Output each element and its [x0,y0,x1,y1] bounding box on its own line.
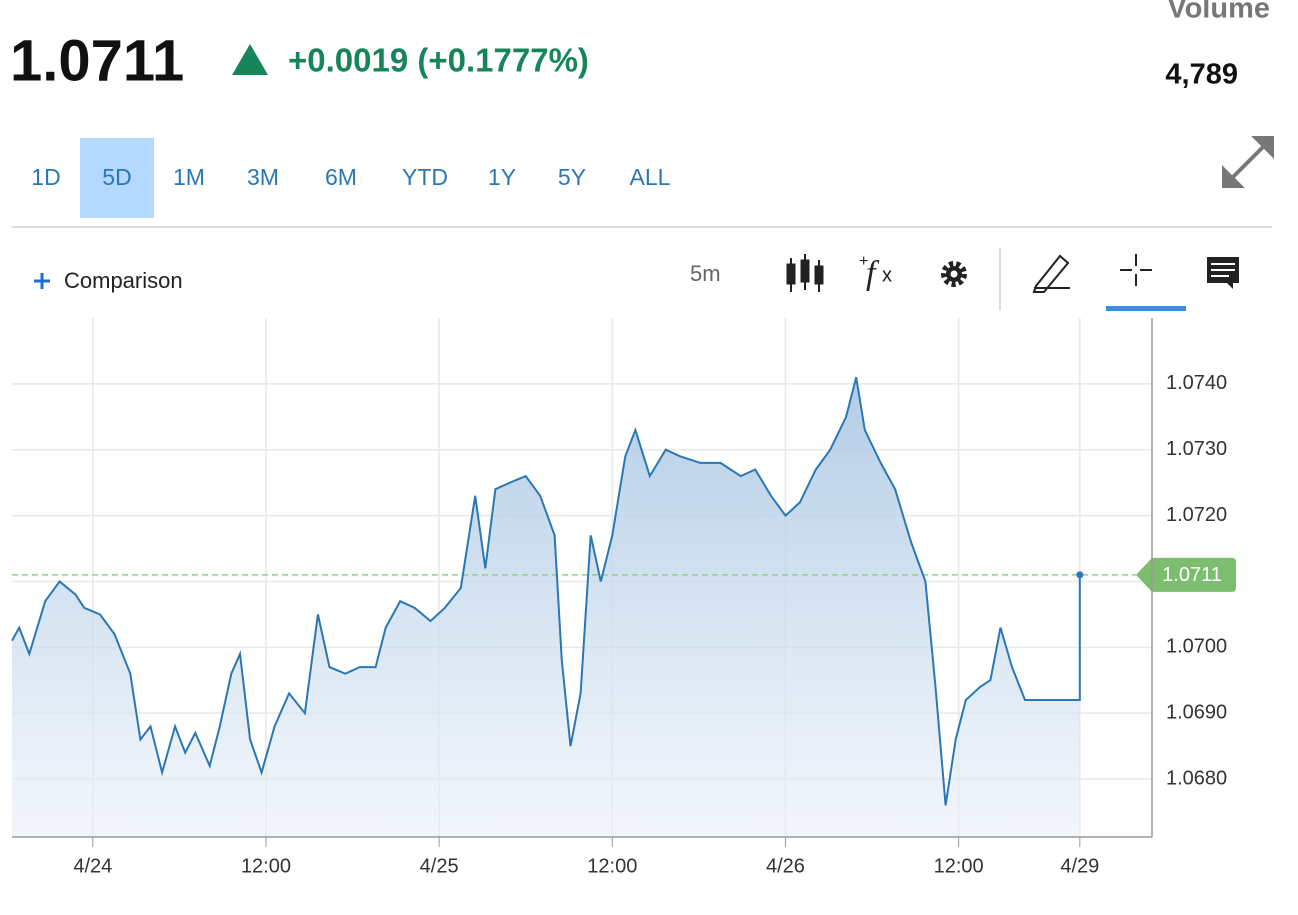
up-arrow [232,44,268,75]
expand-icon[interactable] [1222,136,1274,188]
y-tick-label: 1.0700 [1166,636,1227,658]
range-button[interactable]: 5D [80,138,154,218]
y-tick-label: 1.0730 [1166,438,1227,460]
settings-icon[interactable] [941,261,967,287]
x-tick-label: 4/24 [73,855,112,877]
comment-icon[interactable] [1207,257,1239,289]
svg-text:x: x [882,264,892,286]
x-tick-label: 4/26 [766,855,805,877]
y-tick-label: 1.0740 [1166,372,1227,394]
range-selected-bg [80,138,154,218]
indicator-icon[interactable]: + f x [859,253,892,292]
y-tick-label: 1.0680 [1166,767,1227,789]
range-button[interactable]: 3M [247,164,279,190]
x-tick-label: 12:00 [587,855,637,877]
y-tick-label: 1.0720 [1166,504,1227,526]
range-button[interactable]: 1D [31,164,60,190]
range-button[interactable]: 5Y [558,164,586,190]
price-tag-label: 1.0711 [1162,564,1222,586]
draw-icon[interactable] [1032,254,1070,293]
range-label: ALL [630,164,671,190]
x-tick-label: 12:00 [934,855,984,877]
range-label: YTD [402,164,448,190]
comparison-button[interactable]: Comparison [34,268,183,293]
range-label: 5Y [558,164,586,190]
x-tick-label: 4/29 [1060,855,1099,877]
volume-value: 4,789 [1165,59,1238,91]
x-tick-label: 12:00 [241,855,291,877]
price-change: +0.0019 (+0.1777%) [288,42,589,79]
svg-text:f: f [866,255,880,292]
range-label: 6M [325,164,357,190]
range-label: 1D [31,164,60,190]
x-tick-label: 4/25 [420,855,459,877]
range-button[interactable]: 1M [173,164,205,190]
crosshair-icon[interactable] [1120,254,1152,286]
range-label: 1Y [488,164,516,190]
candlestick-icon[interactable] [786,254,824,292]
volume-label: Volume [1167,0,1270,25]
interval[interactable]: 5m [690,261,721,286]
range-button[interactable]: ALL [630,164,671,190]
plot-area: 1.06801.06901.07001.07101.07201.07301.07… [11,318,1236,877]
range-label: 3M [247,164,279,190]
area-fill [12,377,1080,837]
range-label: 5D [102,164,131,190]
price: 1.0711 [10,28,184,93]
svg-text:+: + [859,253,868,270]
price-tag [1136,557,1236,592]
range-button[interactable]: YTD [402,164,448,190]
range-selector: 1D 5D 1M 3M 6M YTD 1Y 5Y ALL [31,138,671,218]
range-button[interactable]: 1Y [488,164,516,190]
last-point [1076,571,1084,579]
active-tool-indicator [1106,306,1186,311]
price-line [11,377,1081,806]
y-tick-label: 1.0690 [1166,701,1227,723]
comparison-label: Comparison [64,268,183,293]
range-label: 1M [173,164,205,190]
range-button[interactable]: 6M [325,164,357,190]
